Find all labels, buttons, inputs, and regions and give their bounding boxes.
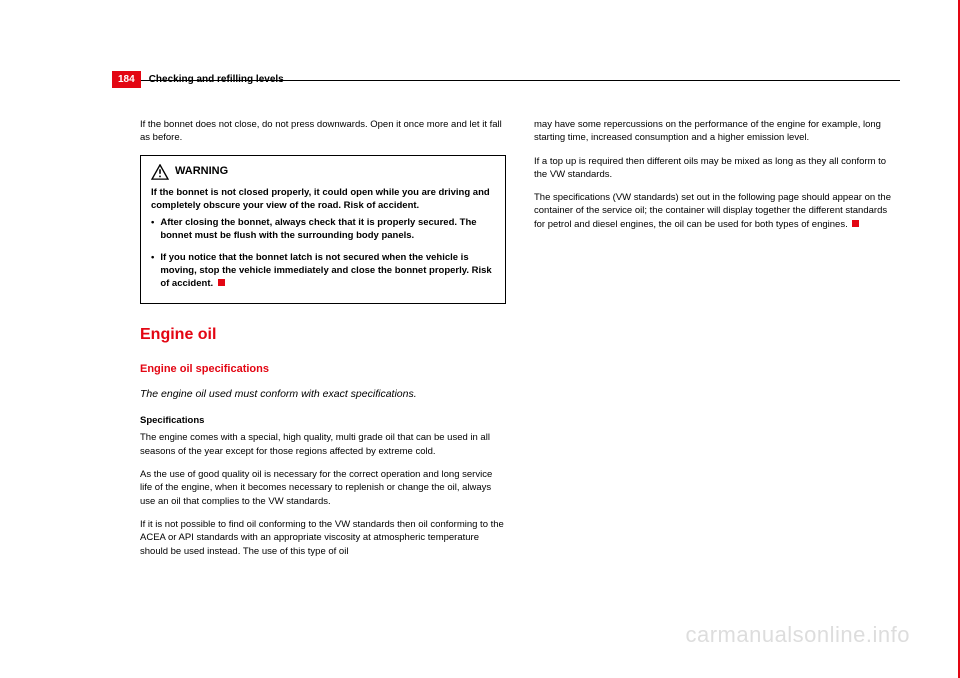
end-marker-icon <box>852 220 859 227</box>
warning-b1-text: After closing the bonnet, always check t… <box>160 216 495 243</box>
warning-p1: If the bonnet is not closed properly, it… <box>151 186 495 213</box>
bullet-icon: • <box>151 216 154 247</box>
page-number: 184 <box>112 71 141 88</box>
right-p3-text: The specifications (VW standards) set ou… <box>534 192 891 230</box>
warning-box: WARNING If the bonnet is not closed prop… <box>140 155 506 304</box>
right-p1: may have some repercussions on the perfo… <box>534 118 900 145</box>
spec-heading: Specifications <box>140 414 506 427</box>
spec-p3: If it is not possible to find oil confor… <box>140 518 506 558</box>
spec-p2: As the use of good quality oil is necess… <box>140 468 506 508</box>
page: 184 Checking and refilling levels If the… <box>0 0 960 568</box>
spec-p1: The engine comes with a special, high qu… <box>140 431 506 458</box>
left-column: If the bonnet does not close, do not pre… <box>140 118 506 568</box>
warning-b2-text: If you notice that the bonnet latch is n… <box>160 251 495 291</box>
content-columns: If the bonnet does not close, do not pre… <box>140 118 900 568</box>
right-p3: The specifications (VW standards) set ou… <box>534 191 900 231</box>
warning-icon <box>151 164 169 180</box>
bullet-icon: • <box>151 251 154 291</box>
warning-b2-inner: If you notice that the bonnet latch is n… <box>160 252 491 290</box>
right-column: may have some repercussions on the perfo… <box>534 118 900 568</box>
end-marker-icon <box>218 279 225 286</box>
subtitle: The engine oil used must conform with ex… <box>140 387 506 402</box>
header: 184 Checking and refilling levels <box>140 71 900 88</box>
warning-bullet-2: • If you notice that the bonnet latch is… <box>151 251 495 291</box>
warning-bullet-1: • After closing the bonnet, always check… <box>151 216 495 247</box>
warning-header: WARNING <box>151 164 495 180</box>
heading-engine-oil: Engine oil <box>140 324 506 346</box>
watermark: carmanualsonline.info <box>685 622 910 648</box>
right-p2: If a top up is required then different o… <box>534 155 900 182</box>
warning-title: WARNING <box>175 164 228 179</box>
heading-specifications: Engine oil specifications <box>140 362 506 377</box>
intro-text: If the bonnet does not close, do not pre… <box>140 118 506 145</box>
section-title: Checking and refilling levels <box>149 74 284 85</box>
